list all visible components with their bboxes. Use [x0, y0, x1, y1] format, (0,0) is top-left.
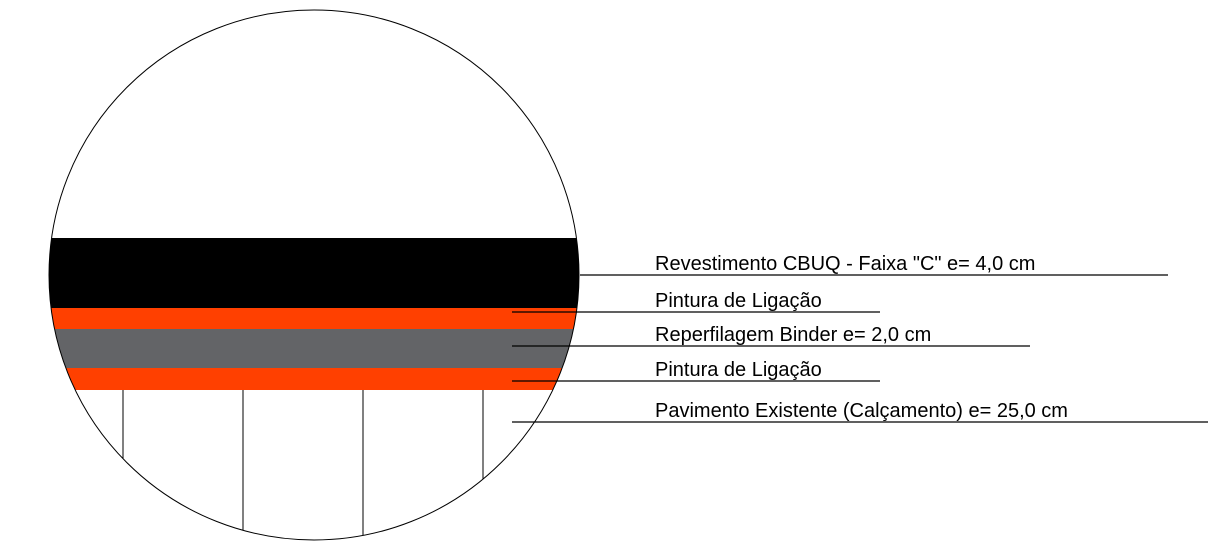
layer-label: Reperfilagem Binder e= 2,0 cm [655, 324, 931, 346]
layer-tack-coat [49, 308, 579, 329]
layer-tack-coat [49, 368, 579, 390]
detail-circle [48, 9, 580, 541]
layer-binder [49, 329, 579, 368]
layer-label: Pintura de Ligação [655, 359, 822, 381]
layer-label: Revestimento CBUQ - Faixa "C" e= 4,0 cm [655, 253, 1035, 275]
section [49, 10, 579, 540]
layer-label: Pavimento Existente (Calçamento) e= 25,0… [655, 400, 1068, 422]
layer-label: Pintura de Ligação [655, 290, 822, 312]
layer-cbuq [49, 238, 579, 308]
